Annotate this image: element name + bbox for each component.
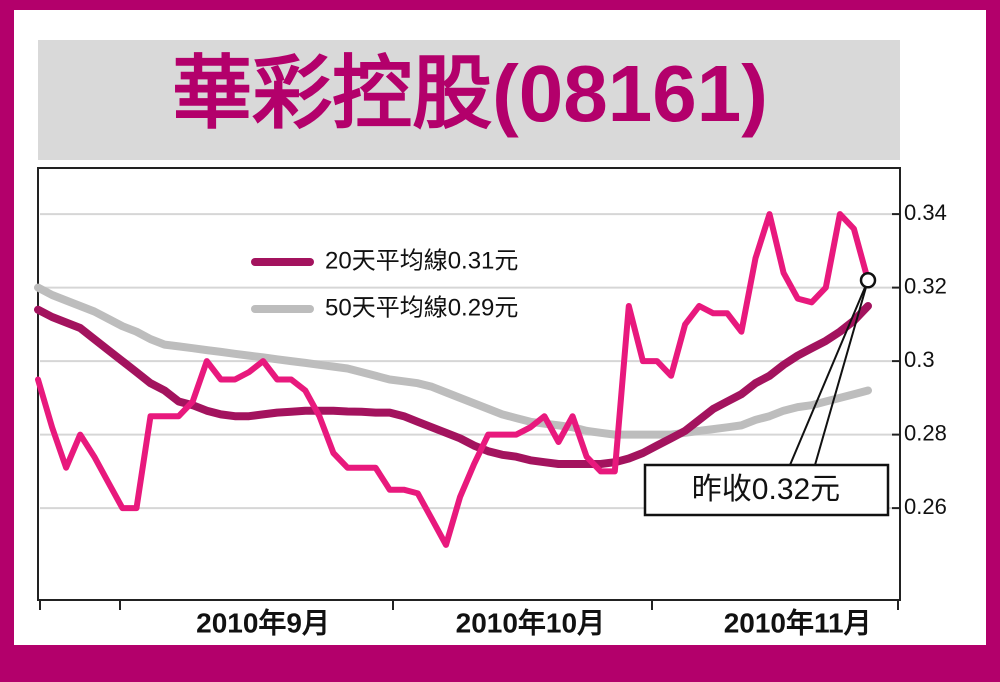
chart-title: 華彩控股(08161) <box>172 49 768 138</box>
plot-frame <box>37 167 901 601</box>
y-tick-label: 0.28 <box>904 420 947 445</box>
annotation-text: 昨收0.32元 <box>692 473 840 506</box>
y-tick-label: 0.34 <box>904 200 947 225</box>
callout-line <box>814 279 869 466</box>
lines <box>34 211 872 548</box>
callout-line <box>789 279 869 466</box>
last-point <box>859 272 877 289</box>
y-tick-label: 0.26 <box>904 494 947 519</box>
legend-label: 50天平均線0.29元 <box>325 294 518 321</box>
month-ticks <box>39 600 899 610</box>
series-line <box>35 211 871 548</box>
x-tick-label: 2010年11月 <box>724 606 872 638</box>
series-line <box>34 302 872 468</box>
annotation: 昨收0.32元 <box>643 272 890 517</box>
legend: 20天平均線0.31元 50天平均線0.29元 <box>251 247 518 321</box>
legend-label: 20天平均線0.31元 <box>325 247 518 274</box>
y-tick-label: 0.32 <box>904 273 947 298</box>
x-tick-label: 2010年10月 <box>456 606 605 638</box>
series-line <box>34 283 872 439</box>
annotation-box <box>643 463 890 517</box>
y-tick-label: 0.3 <box>904 347 935 372</box>
x-tick-label: 2010年9月 <box>196 606 330 638</box>
title-box <box>38 40 900 160</box>
